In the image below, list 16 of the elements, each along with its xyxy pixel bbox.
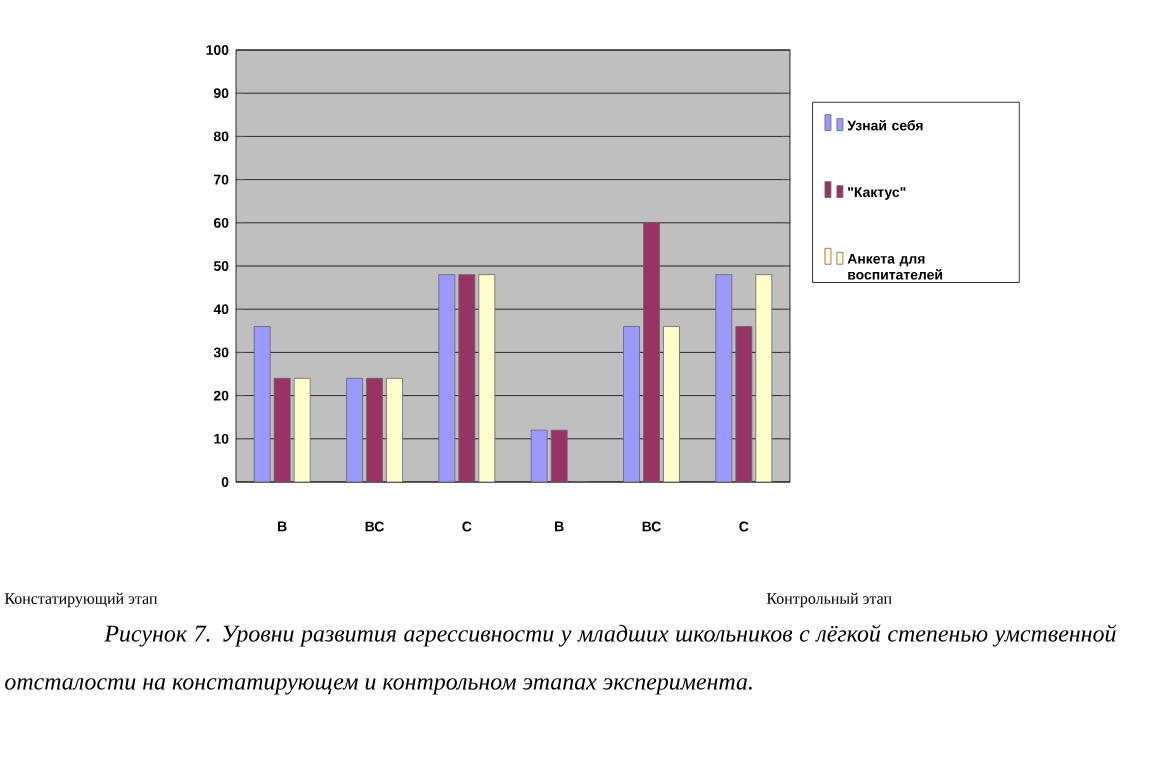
bar [550, 429, 568, 482]
bar [458, 274, 476, 482]
bar [530, 429, 548, 482]
bar [755, 274, 773, 482]
bar [253, 326, 271, 482]
bar [273, 377, 291, 482]
bar [346, 377, 363, 482]
bar [366, 377, 383, 482]
bar [735, 326, 753, 482]
bar [293, 377, 311, 482]
text: Рисунок 7. Уровни развития агрессивности у младших школьников с лёгкой степенью умственной отсталости на констатирующем и контрольном этапах эксперимента. [5, 624, 1117, 695]
bar [643, 222, 660, 482]
bar [478, 274, 496, 482]
bar [386, 377, 403, 482]
bar [623, 326, 640, 482]
bar [663, 326, 680, 482]
